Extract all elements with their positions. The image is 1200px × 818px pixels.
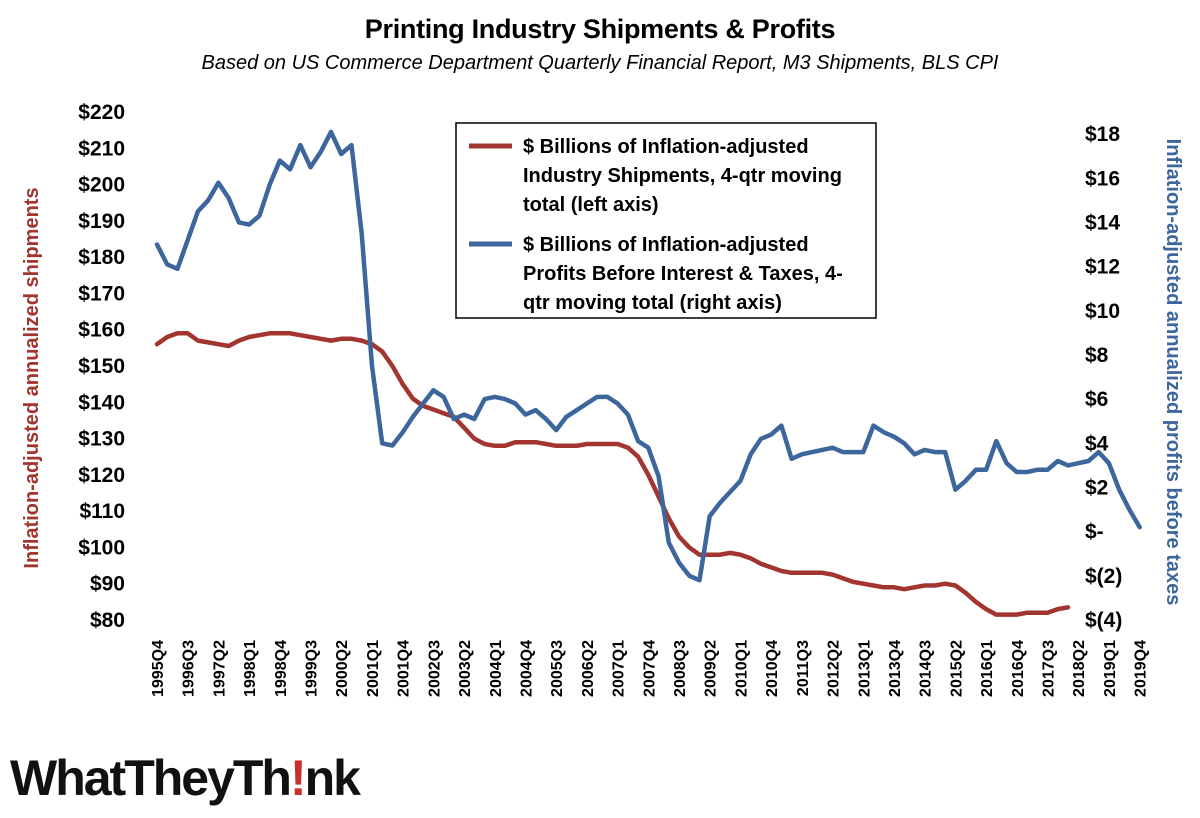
- x-tick-label: 2007Q4: [641, 640, 658, 697]
- x-tick-label: 2005Q3: [549, 640, 566, 697]
- x-tick-label: 2014Q3: [918, 640, 935, 697]
- right-tick-label: $-: [1085, 521, 1104, 544]
- x-tick-label: 2019Q4: [1133, 640, 1150, 697]
- whattheythink-logo: WhatTheyTh!nk: [10, 750, 361, 806]
- left-tick-label: $120: [78, 464, 125, 487]
- x-tick-label: 1997Q2: [211, 640, 228, 697]
- right-axis-ticks: $(4) $(2) $- $2 $4 $6 $8 $10 $12 $14 $16 $18: [1085, 123, 1122, 632]
- x-tick-label: 2019Q1: [1102, 640, 1119, 697]
- x-tick-label: 2009Q2: [703, 640, 720, 697]
- left-tick-label: $110: [79, 500, 125, 523]
- x-tick-label: 2016Q4: [1010, 640, 1027, 697]
- x-tick-label: 2006Q2: [580, 640, 597, 697]
- left-tick-label: $180: [78, 246, 125, 269]
- x-tick-label: 2012Q2: [826, 640, 843, 697]
- x-tick-label: 2004Q1: [488, 640, 505, 697]
- x-tick-label: 2000Q2: [334, 640, 351, 697]
- left-tick-label: $150: [78, 355, 125, 378]
- legend-label-shipments: $ Billions of Inflation-adjusted Industry…: [523, 136, 842, 216]
- chart-subtitle: Based on US Commerce Department Quarterl…: [201, 52, 999, 74]
- x-tick-label: 1998Q4: [273, 640, 290, 697]
- x-tick-label: 2011Q3: [795, 640, 812, 696]
- left-tick-label: $100: [78, 536, 125, 559]
- left-tick-label: $160: [78, 319, 125, 342]
- right-tick-label: $16: [1085, 167, 1120, 190]
- left-tick-label: $210: [78, 137, 125, 160]
- x-tick-label: 2010Q1: [733, 640, 750, 697]
- x-tick-label: 2013Q4: [887, 640, 904, 697]
- right-tick-label: $8: [1085, 344, 1109, 367]
- x-tick-label: 2003Q2: [457, 640, 474, 697]
- left-tick-label: $90: [90, 573, 125, 596]
- legend-label-profits: $ Billions of Inflation-adjusted Profits …: [523, 234, 843, 314]
- series-line-shipments: [154, 331, 1071, 617]
- chart-title: Printing Industry Shipments & Profits: [364, 14, 836, 44]
- right-tick-label: $18: [1085, 123, 1120, 146]
- x-tick-label: 2007Q1: [611, 640, 628, 697]
- x-tick-label: 2008Q3: [672, 640, 689, 697]
- x-tick-label: 2017Q3: [1041, 640, 1058, 697]
- right-tick-label: $4: [1085, 432, 1109, 455]
- left-tick-label: $190: [78, 210, 125, 233]
- x-tick-label: 2016Q1: [979, 640, 996, 697]
- left-tick-label: $200: [78, 174, 125, 197]
- series-line-profits: [154, 129, 1142, 583]
- legend-box: [455, 122, 877, 319]
- right-tick-label: $(4): [1085, 609, 1122, 632]
- x-tick-label: 2013Q1: [856, 640, 873, 697]
- left-tick-label: $220: [78, 101, 125, 124]
- legend: $ Billions of Inflation-adjusted Industry…: [455, 122, 877, 319]
- left-tick-label: $140: [78, 391, 125, 414]
- left-tick-label: $130: [78, 428, 125, 451]
- right-tick-label: $2: [1085, 476, 1108, 499]
- right-tick-label: $14: [1085, 211, 1120, 234]
- y-axis-label-left: Inflation-adjusted annualized shipments: [21, 187, 43, 568]
- x-tick-label: 2004Q4: [518, 640, 535, 697]
- x-tick-label: 1995Q4: [150, 640, 167, 697]
- right-tick-label: $(2): [1085, 565, 1122, 588]
- x-tick-label: 2010Q4: [764, 640, 781, 697]
- x-tick-label: 2001Q4: [396, 640, 413, 697]
- x-axis-ticks: 1995Q4 1996Q3 1997Q2 1998Q1 1998Q4 1999Q3 2000…: [150, 640, 1150, 697]
- x-tick-label: 1999Q3: [304, 640, 321, 697]
- left-tick-label: $80: [90, 609, 125, 632]
- left-tick-label: $170: [78, 282, 125, 305]
- x-tick-label: 2018Q2: [1071, 640, 1088, 697]
- right-tick-label: $6: [1085, 388, 1108, 411]
- x-tick-label: 2001Q1: [365, 640, 382, 697]
- x-tick-label: 2015Q2: [948, 640, 965, 697]
- y-axis-label-right: Inflation-adjusted annualized profits be…: [1162, 139, 1184, 606]
- right-tick-label: $10: [1085, 300, 1120, 323]
- left-axis-ticks: $80 $90 $100 $110 $120 $130 $140 $150 $160 $170 $1…: [78, 101, 125, 632]
- x-tick-label: 1998Q1: [242, 640, 259, 697]
- x-tick-label: 1996Q3: [181, 640, 198, 697]
- right-tick-label: $12: [1085, 256, 1120, 279]
- x-tick-label: 2002Q3: [426, 640, 443, 697]
